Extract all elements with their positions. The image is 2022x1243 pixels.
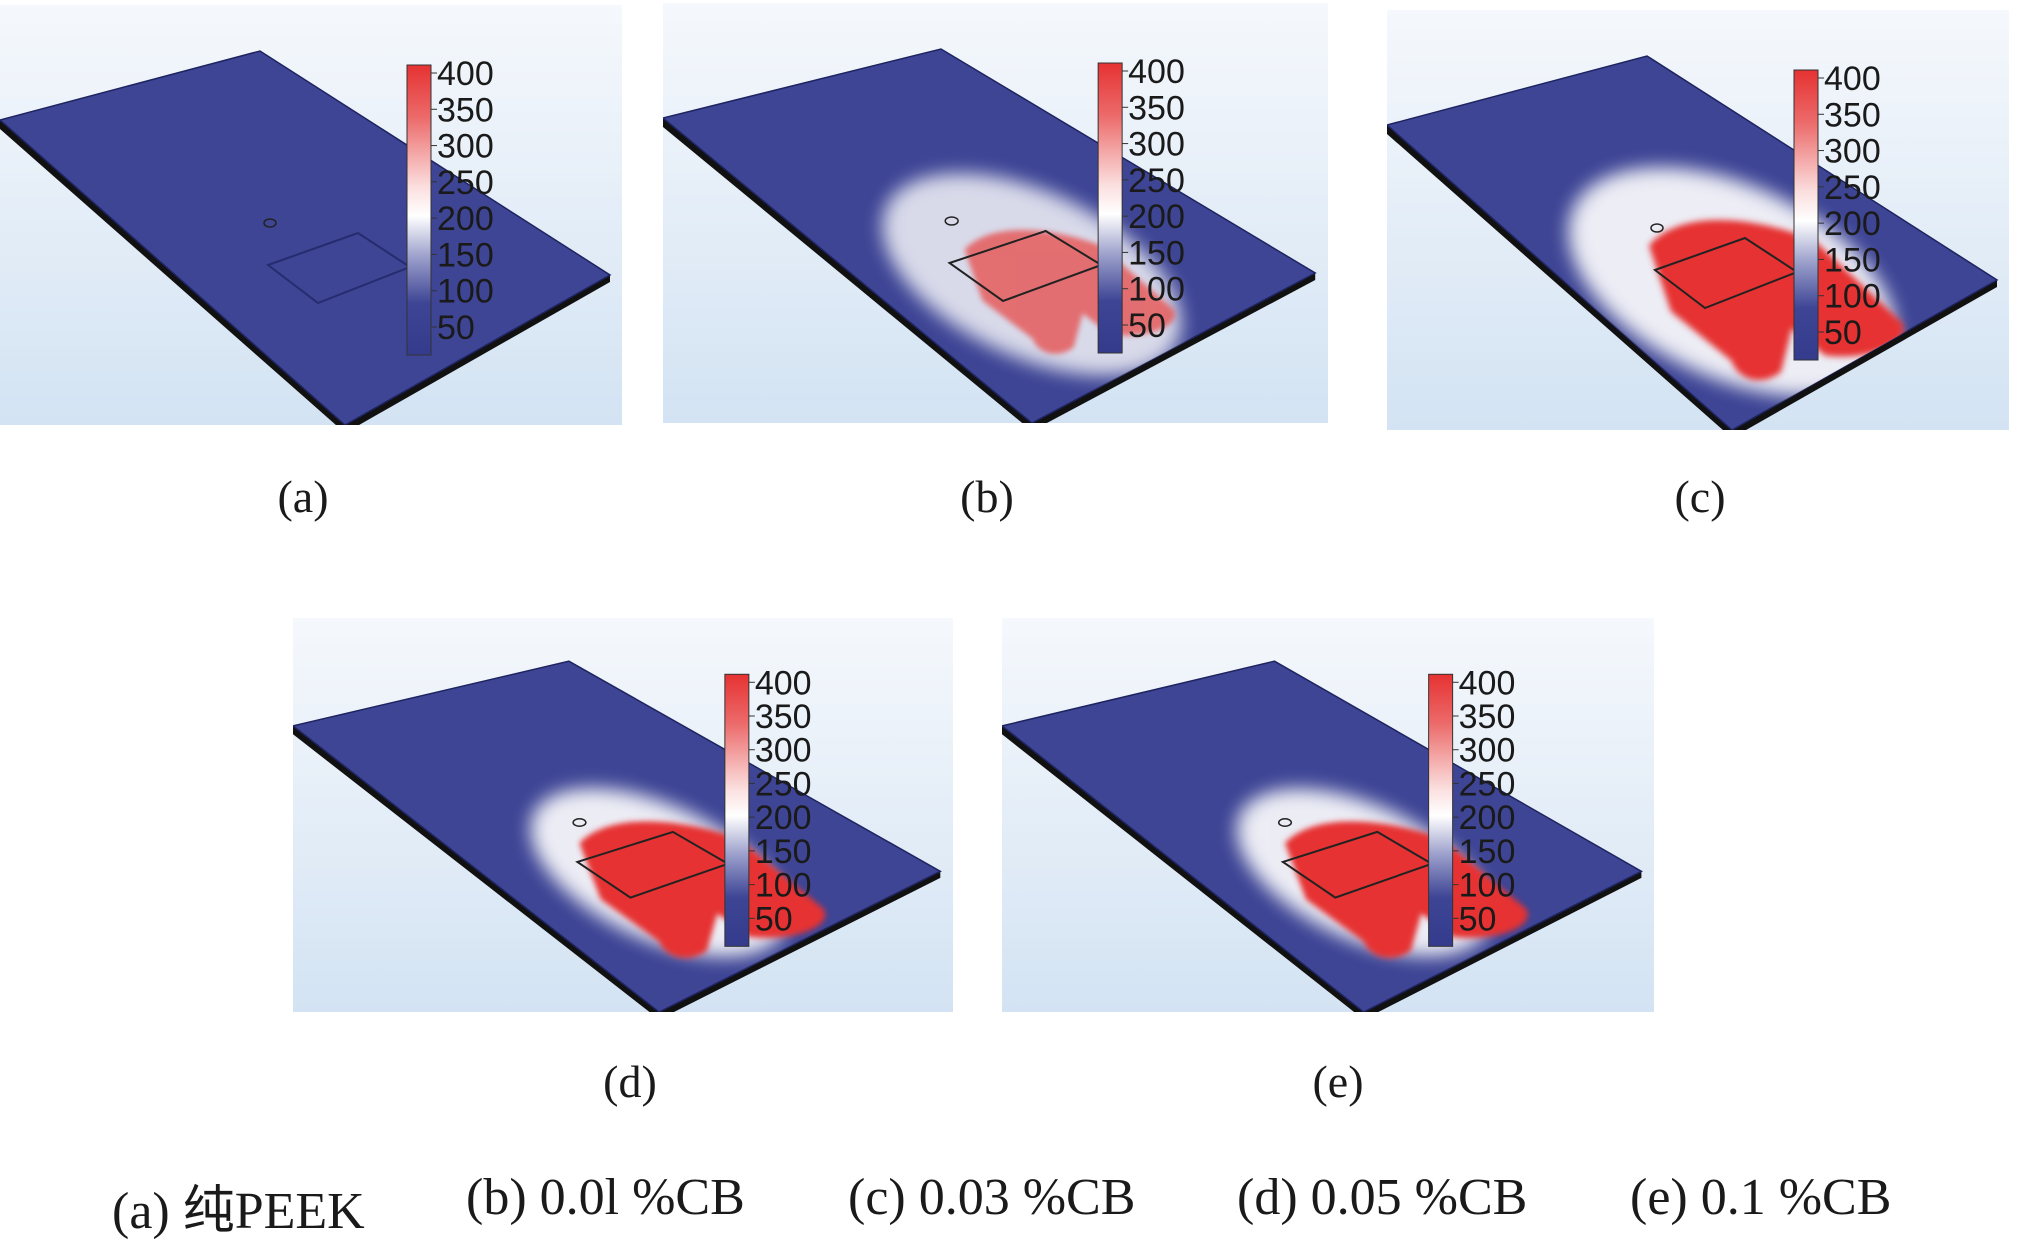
colorbar-tick-label: 400 (1459, 664, 1516, 702)
colorbar-tick-label: 100 (1824, 278, 1881, 316)
caption-a: (a) 纯PEEK (112, 1183, 365, 1240)
panel-label-a: (a) (277, 471, 329, 522)
simulation-panel-d: 400 350 300 250 200 150 100 50 (293, 618, 953, 1012)
caption-c: (c) 0.03 %CB (848, 1169, 1136, 1226)
temperature-field (1236, 788, 1528, 958)
panel-label-c: (c) (1674, 471, 1726, 522)
probe-hole (944, 216, 959, 226)
colorbar-tick-label: 300 (1824, 133, 1881, 171)
colorbar-tick-label: 400 (1824, 60, 1881, 98)
plate-surface (0, 50, 612, 425)
caption-b: (b) 0.0l %CB (466, 1169, 745, 1226)
colorbar-tick-label: 300 (437, 128, 494, 166)
panel-label-e: (e) (1312, 1056, 1364, 1107)
colorbar-tick-label: 400 (437, 55, 494, 93)
colorbar-tick-label: 150 (1459, 833, 1516, 871)
colorbar-tick-label: 50 (755, 900, 793, 938)
colorbar-tick-label: 200 (755, 799, 812, 837)
colorbar-tick-label: 200 (437, 200, 494, 238)
colorbar-tick-label: 150 (1128, 234, 1185, 272)
colorbar-tick-label: 350 (1128, 89, 1185, 127)
colorbar-tick-label: 300 (1128, 126, 1185, 164)
colorbar-tick-label: 250 (1459, 765, 1516, 803)
colorbar-tick-label: 50 (1824, 314, 1862, 352)
probe-hole (1650, 223, 1664, 233)
probe-hole (263, 218, 277, 228)
colorbar (724, 673, 750, 947)
colorbar-tick-label: 200 (1824, 205, 1881, 243)
simulation-panel-b: 400 350 300 250 200 150 100 50 (663, 3, 1328, 423)
probe-hole (1277, 818, 1293, 828)
panel-label-d: (d) (603, 1056, 657, 1107)
colorbar-tick-label: 350 (1459, 698, 1516, 736)
colorbar-tick-label: 150 (755, 833, 812, 871)
colorbar-tick-label: 400 (755, 664, 812, 702)
colorbar (406, 64, 432, 356)
colorbar-tick-label: 100 (1128, 271, 1185, 309)
colorbar-tick-label: 200 (1459, 799, 1516, 837)
colorbar-tick-label: 250 (755, 765, 812, 803)
colorbar-tick-label: 100 (755, 867, 812, 905)
panel-label-b: (b) (960, 471, 1014, 522)
colorbar-tick-label: 100 (1459, 867, 1516, 905)
colorbar-tick-label: 250 (1824, 169, 1881, 207)
colorbar-tick-label: 300 (755, 732, 812, 770)
colorbar-tick-label: 250 (437, 164, 494, 202)
colorbar-tick-label: 200 (1128, 198, 1185, 236)
colorbar-tick-label: 350 (1824, 96, 1881, 134)
caption-e: (e) 0.1 %CB (1630, 1169, 1892, 1226)
temperature-field (530, 788, 826, 958)
simulation-panel-a: 400 350 300 250 200 150 100 50 (0, 5, 622, 425)
simulation-panel-e: 400 350 300 250 200 150 100 50 (1002, 618, 1654, 1012)
colorbar-tick-label: 100 (437, 273, 494, 311)
heat-core (1649, 220, 1904, 381)
colorbar (1793, 69, 1819, 361)
colorbar (1428, 673, 1454, 947)
colorbar-tick-label: 350 (437, 91, 494, 129)
heat-core (1285, 821, 1528, 958)
colorbar-tick-label: 250 (1128, 162, 1185, 200)
colorbar-tick-label: 300 (1459, 732, 1516, 770)
colorbar-tick-label: 400 (1128, 53, 1185, 91)
colorbar-tick-label: 50 (1128, 307, 1166, 345)
colorbar-tick-label: 150 (437, 236, 494, 274)
colorbar (1097, 62, 1123, 354)
caption-d: (d) 0.05 %CB (1237, 1169, 1528, 1226)
colorbar-tick-label: 350 (755, 698, 812, 736)
probe-hole (572, 818, 587, 828)
colorbar-tick-label: 50 (1459, 900, 1497, 938)
simulation-panel-c: 400 350 300 250 200 150 100 50 (1387, 10, 2009, 430)
colorbar-tick-label: 50 (437, 309, 475, 347)
heat-core (579, 821, 826, 958)
colorbar-tick-label: 150 (1824, 241, 1881, 279)
